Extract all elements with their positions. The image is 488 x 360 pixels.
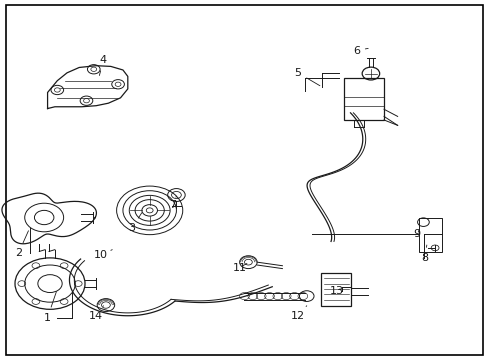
Bar — [321, 273, 351, 306]
Text: 3: 3 — [128, 213, 142, 233]
Text: 12: 12 — [290, 306, 306, 321]
Text: 4: 4 — [99, 55, 107, 76]
Text: 1: 1 — [44, 292, 56, 323]
Text: 9: 9 — [413, 229, 420, 239]
Bar — [418, 218, 441, 252]
Text: 10: 10 — [94, 249, 112, 260]
Text: 14: 14 — [89, 306, 103, 321]
Text: 11: 11 — [232, 262, 246, 273]
Text: 2: 2 — [15, 231, 28, 258]
Bar — [344, 78, 383, 120]
Text: 5: 5 — [294, 68, 319, 86]
Text: 8: 8 — [420, 245, 427, 263]
Text: 13: 13 — [329, 287, 343, 296]
Text: 6: 6 — [352, 46, 367, 56]
Text: 7: 7 — [169, 196, 176, 210]
